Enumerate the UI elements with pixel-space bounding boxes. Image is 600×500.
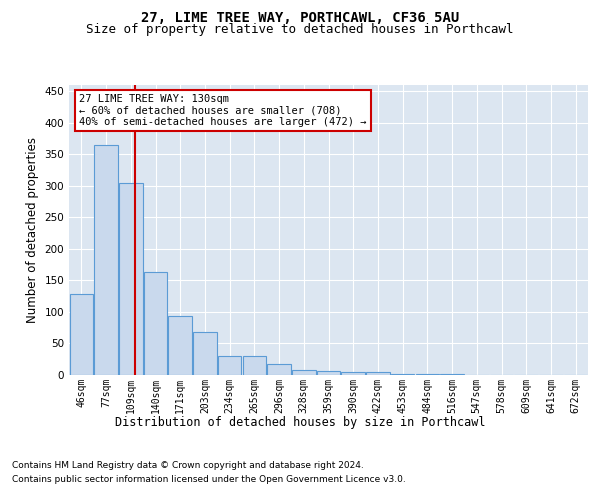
Bar	[70, 294, 93, 375]
Bar	[416, 374, 439, 375]
Bar	[94, 145, 118, 375]
Bar	[119, 182, 143, 375]
Bar	[169, 316, 192, 375]
Bar	[144, 272, 167, 375]
Text: Distribution of detached houses by size in Porthcawl: Distribution of detached houses by size …	[115, 416, 485, 429]
Text: Size of property relative to detached houses in Porthcawl: Size of property relative to detached ho…	[86, 24, 514, 36]
Bar	[391, 374, 415, 375]
Y-axis label: Number of detached properties: Number of detached properties	[26, 137, 39, 323]
Bar	[292, 370, 316, 375]
Text: Contains HM Land Registry data © Crown copyright and database right 2024.: Contains HM Land Registry data © Crown c…	[12, 462, 364, 470]
Bar	[366, 372, 389, 375]
Bar	[440, 374, 464, 375]
Bar	[242, 356, 266, 375]
Bar	[317, 370, 340, 375]
Bar	[341, 372, 365, 375]
Bar	[193, 332, 217, 375]
Text: Contains public sector information licensed under the Open Government Licence v3: Contains public sector information licen…	[12, 476, 406, 484]
Bar	[268, 364, 291, 375]
Bar	[218, 356, 241, 375]
Text: 27 LIME TREE WAY: 130sqm
← 60% of detached houses are smaller (708)
40% of semi-: 27 LIME TREE WAY: 130sqm ← 60% of detach…	[79, 94, 367, 127]
Text: 27, LIME TREE WAY, PORTHCAWL, CF36 5AU: 27, LIME TREE WAY, PORTHCAWL, CF36 5AU	[141, 10, 459, 24]
